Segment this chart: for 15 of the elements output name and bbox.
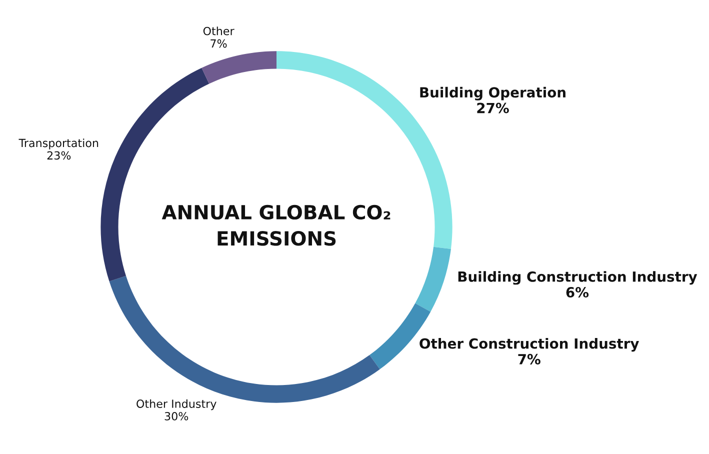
slice-label: Other Industry <box>136 399 216 410</box>
donut-slice <box>202 51 277 84</box>
data-label: 7% <box>518 354 540 364</box>
data-label: 6% <box>566 287 589 298</box>
data-label: 30% <box>164 412 188 420</box>
slice-label: Building Operation <box>420 86 566 100</box>
slice-label: Other <box>203 26 234 36</box>
data-label: 27% <box>477 102 509 114</box>
text: ANNUAL GLOBAL CO₂ EMISSIONS <box>162 204 390 246</box>
slice-label: Transportation <box>18 138 98 150</box>
slice-label: Other Construction Industry <box>420 338 639 352</box>
slice-label: Building Construction Industry <box>458 271 698 285</box>
data-label: 23% <box>47 151 71 160</box>
data-label: 7% <box>210 39 227 48</box>
donut-slice <box>415 246 451 312</box>
